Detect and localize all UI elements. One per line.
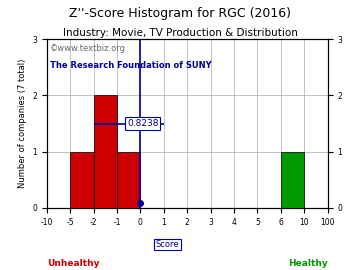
- Bar: [94, 95, 117, 208]
- Text: Industry: Movie, TV Production & Distribution: Industry: Movie, TV Production & Distrib…: [63, 28, 297, 38]
- Y-axis label: Number of companies (7 total): Number of companies (7 total): [18, 59, 27, 188]
- Text: Unhealthy: Unhealthy: [47, 259, 99, 268]
- Text: Healthy: Healthy: [288, 259, 328, 268]
- Text: ©www.textbiz.org: ©www.textbiz.org: [50, 44, 126, 53]
- Bar: [70, 152, 94, 208]
- Text: The Research Foundation of SUNY: The Research Foundation of SUNY: [50, 61, 211, 70]
- Text: Score: Score: [156, 240, 179, 249]
- Bar: [281, 152, 304, 208]
- Text: 0.8238: 0.8238: [127, 119, 158, 128]
- Text: Z''-Score Histogram for RGC (2016): Z''-Score Histogram for RGC (2016): [69, 7, 291, 20]
- Bar: [117, 152, 140, 208]
